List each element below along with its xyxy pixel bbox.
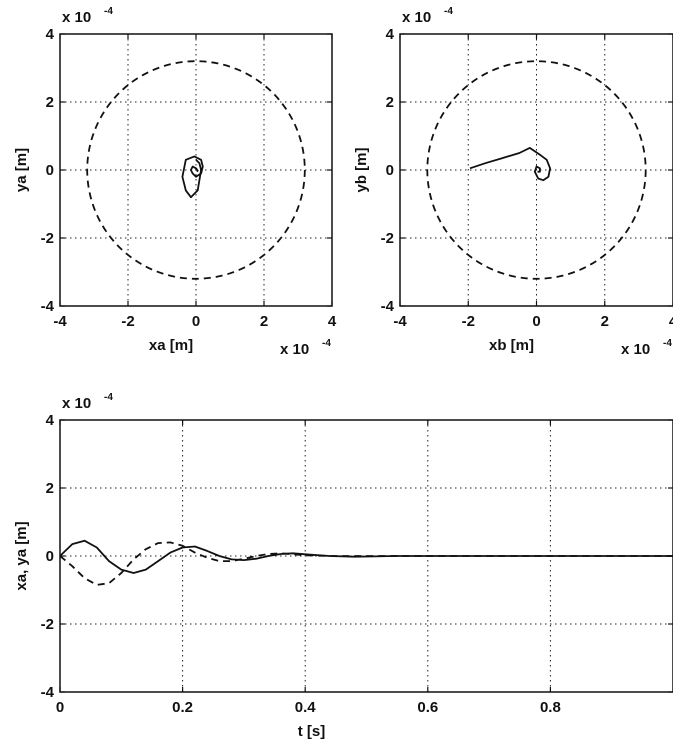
solid-line-series [60,539,673,574]
y-multiplier: x 10 [402,9,431,26]
y-tick-label: -2 [41,616,54,633]
grid [60,34,332,306]
y-axis-label: yb [m] [353,147,370,192]
x-tick-label: 0 [192,313,200,330]
boundary-circle-series [86,60,306,280]
x-multiplier-exp: -4 [322,338,331,349]
x-tick-label: 0.6 [417,699,438,716]
y-tick-label: 2 [46,480,54,497]
x-tick-label: 0.8 [540,699,561,716]
x-multiplier: x 10 [621,341,650,358]
x-tick-label: -2 [462,313,475,330]
y-axis-label: xa, ya [m] [13,521,30,590]
boundary-circle-series [426,60,647,280]
panel-bottom: 0 0.2 0.4 0.6 0.8 -4 -2 0 2 4 x 10 -4 t [s] xa, ya [m… [13,392,673,740]
y-axis-label: ya [m] [13,148,30,192]
solid-line-series [181,155,204,199]
y-tick-label: 4 [46,26,55,43]
y-multiplier-exp: -4 [444,6,453,17]
x-multiplier: x 10 [280,341,309,358]
y-tick-label: 0 [386,162,394,179]
panel-top-right: -4 -2 0 2 4 -4 -2 0 2 4 x 10 -4 x 10 -4 xb [m] yb [m] [353,6,673,358]
y-tick-label: -4 [381,298,395,315]
plot-area [60,539,673,586]
x-tick-label: -4 [393,313,407,330]
x-tick-label: 0 [56,699,64,716]
x-tick-label: -4 [53,313,67,330]
y-multiplier-exp: -4 [104,392,113,403]
x-axis-label: t [s] [298,723,326,740]
y-tick-label: 2 [46,94,54,111]
grid [400,34,673,306]
y-tick-label: 2 [386,94,394,111]
x-tick-label: 2 [601,313,609,330]
panel-top-left: -4 -2 0 2 4 -4 -2 0 2 4 x 10 -4 x 10 -4 xa [m] ya [m] [13,6,337,358]
y-tick-label: 0 [46,548,54,565]
x-axis-label: xb [m] [489,337,534,354]
dashed-line-series [60,541,673,586]
plot-area [86,60,306,280]
y-tick-label: 4 [386,26,395,43]
y-tick-label: -2 [41,230,54,247]
y-tick-label: 4 [46,412,55,429]
x-tick-label: 0 [532,313,540,330]
plot-area [426,60,647,280]
y-tick-label: 0 [46,162,54,179]
x-tick-label: 2 [260,313,268,330]
y-multiplier: x 10 [62,395,91,412]
solid-line-series [469,146,551,182]
x-axis-label: xa [m] [149,337,193,354]
x-multiplier-exp: -4 [663,338,672,349]
y-multiplier: x 10 [62,9,91,26]
y-tick-label: -2 [381,230,394,247]
x-tick-label: 4 [669,313,673,330]
x-tick-label: 0.4 [295,699,317,716]
y-multiplier-exp: -4 [104,6,113,17]
y-tick-label: -4 [41,684,55,701]
x-tick-label: 0.2 [172,699,193,716]
x-tick-label: 4 [328,313,337,330]
x-tick-label: -2 [121,313,134,330]
y-tick-label: -4 [41,298,55,315]
